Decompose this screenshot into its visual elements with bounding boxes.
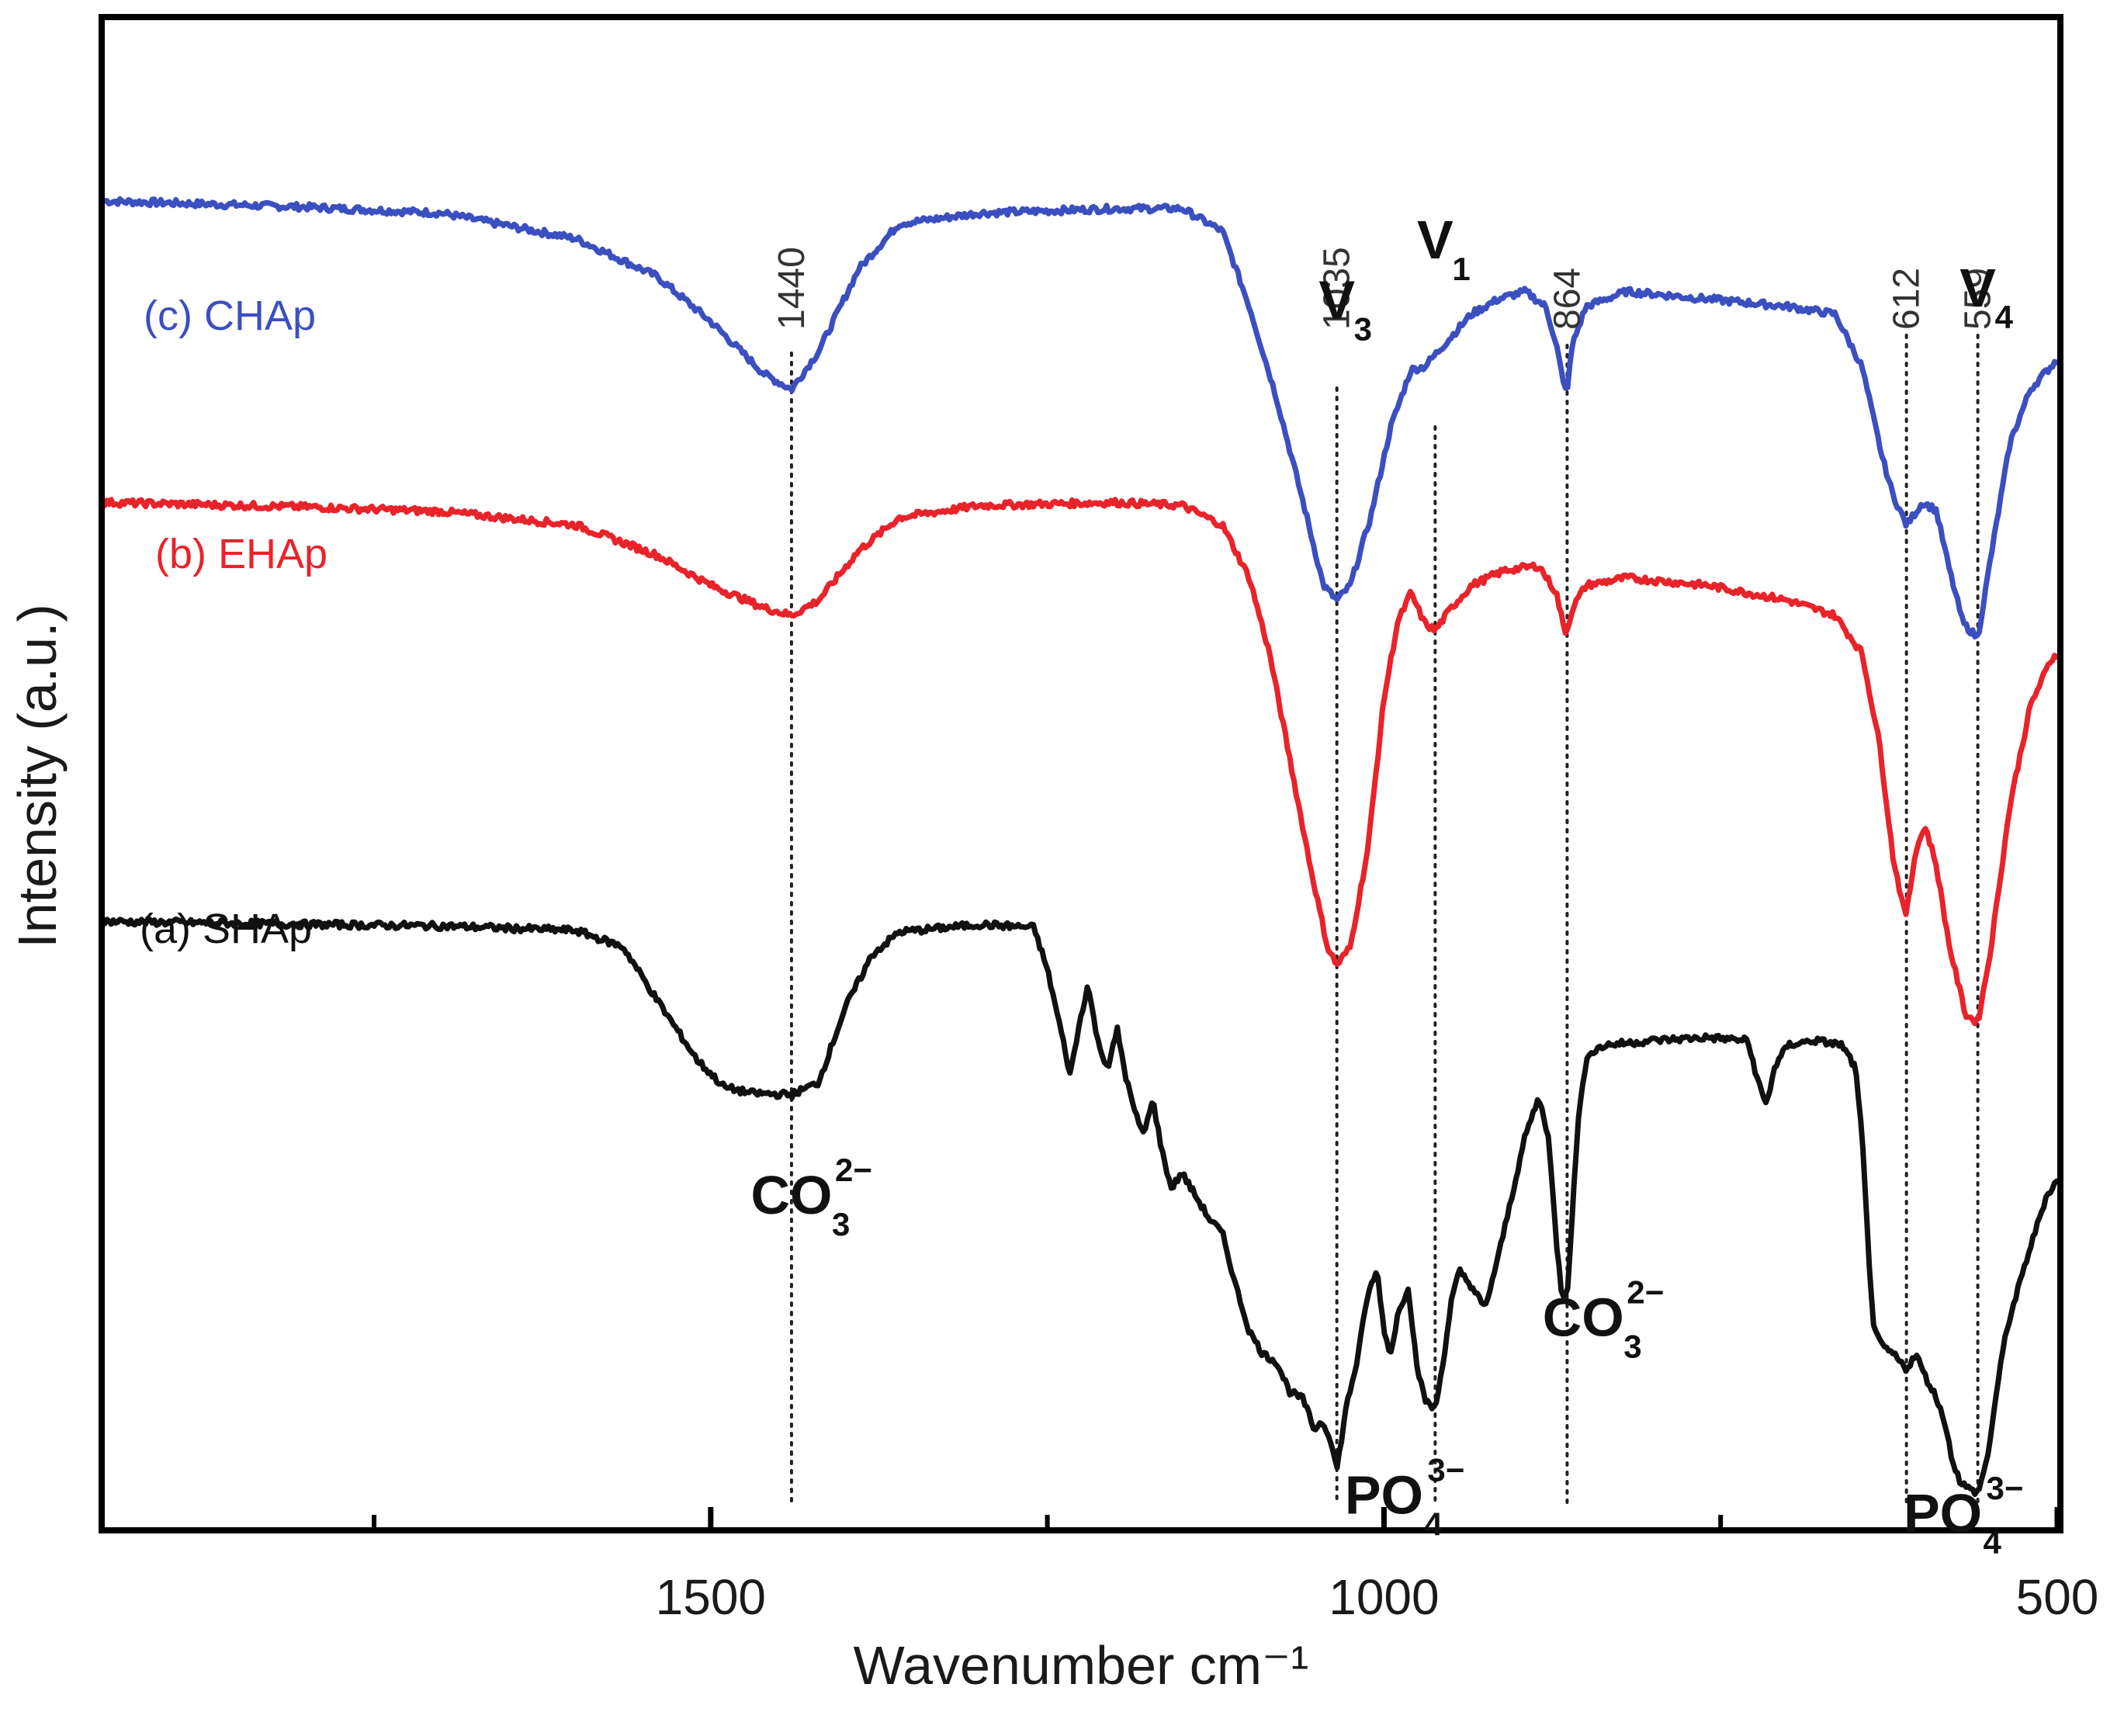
- x-tick-label-1000: 1000: [1329, 1569, 1439, 1625]
- annotation-v3-0: V3: [1318, 270, 1372, 348]
- series-line-chap: [102, 196, 2060, 639]
- annotation-co3-3: CO 3 2−: [750, 1152, 871, 1242]
- peak-label-864: 864: [1547, 268, 1588, 330]
- x-axis-title: Wavenumber cm⁻¹: [854, 1635, 1309, 1696]
- x-tick-label-500: 500: [2016, 1569, 2099, 1625]
- series-label-chap: (c) CHAp: [144, 293, 316, 339]
- annotation-main: CO: [1543, 1287, 1624, 1347]
- annotation-subscript: 3: [832, 1206, 850, 1242]
- annotation-po4-6: PO 4 3−: [1904, 1470, 2023, 1561]
- annotation-v1-1: V1: [1417, 210, 1471, 287]
- annotation-po4-4: PO 4 3−: [1345, 1452, 1464, 1543]
- annotation-subscript: 4: [1995, 299, 2014, 335]
- series-label-ehap: (b) EHAp: [155, 531, 327, 577]
- axes: [99, 14, 2063, 1533]
- annotation-main: V: [1417, 210, 1454, 270]
- annotation-superscript: 2−: [1627, 1273, 1664, 1310]
- annotation-subscript: 4: [1424, 1506, 1443, 1543]
- plot-frame: [99, 14, 2063, 1533]
- annotation-subscript: 4: [1984, 1524, 2002, 1561]
- annotation-main: V: [1959, 258, 1996, 318]
- series-line-ehap: [102, 497, 2060, 1027]
- annotation-superscript: 2−: [835, 1152, 872, 1188]
- series-lines: [102, 196, 2060, 1497]
- series-labels: (c) CHAp (b) EHAp (a) SHAp: [140, 293, 327, 952]
- x-axis-ticks: 1500 1000 500: [372, 1507, 2099, 1625]
- y-axis-title: Intensity (a.u.): [7, 604, 68, 948]
- annotation-superscript: 3−: [1427, 1452, 1464, 1488]
- series-label-shap: (a) SHAp: [140, 906, 312, 952]
- annotation-main: V: [1318, 270, 1355, 331]
- annotation-subscript: 1: [1452, 251, 1470, 287]
- annotation-superscript: 3−: [1987, 1470, 2024, 1506]
- x-tick-label-1500: 1500: [656, 1569, 766, 1625]
- peak-label-559: 559: [1958, 268, 1999, 330]
- peak-labels: 1440 1035 864 612 559: [771, 247, 1999, 330]
- annotation-main: PO: [1345, 1465, 1423, 1526]
- peak-label-612: 612: [1887, 268, 1928, 330]
- annotation-subscript: 3: [1354, 311, 1372, 348]
- annotation-subscript: 3: [1623, 1328, 1641, 1364]
- series-line-shap: [102, 916, 2060, 1497]
- peak-label-1440: 1440: [771, 247, 813, 330]
- peak-label-1035: 1035: [1317, 247, 1358, 330]
- reference-lines: [789, 334, 1980, 1506]
- annotation-main: PO: [1904, 1483, 1982, 1544]
- annotation-v4-2: V4: [1959, 258, 2013, 335]
- annotation-co3-5: CO 3 2−: [1543, 1273, 1664, 1364]
- annotation-main: CO: [750, 1165, 832, 1225]
